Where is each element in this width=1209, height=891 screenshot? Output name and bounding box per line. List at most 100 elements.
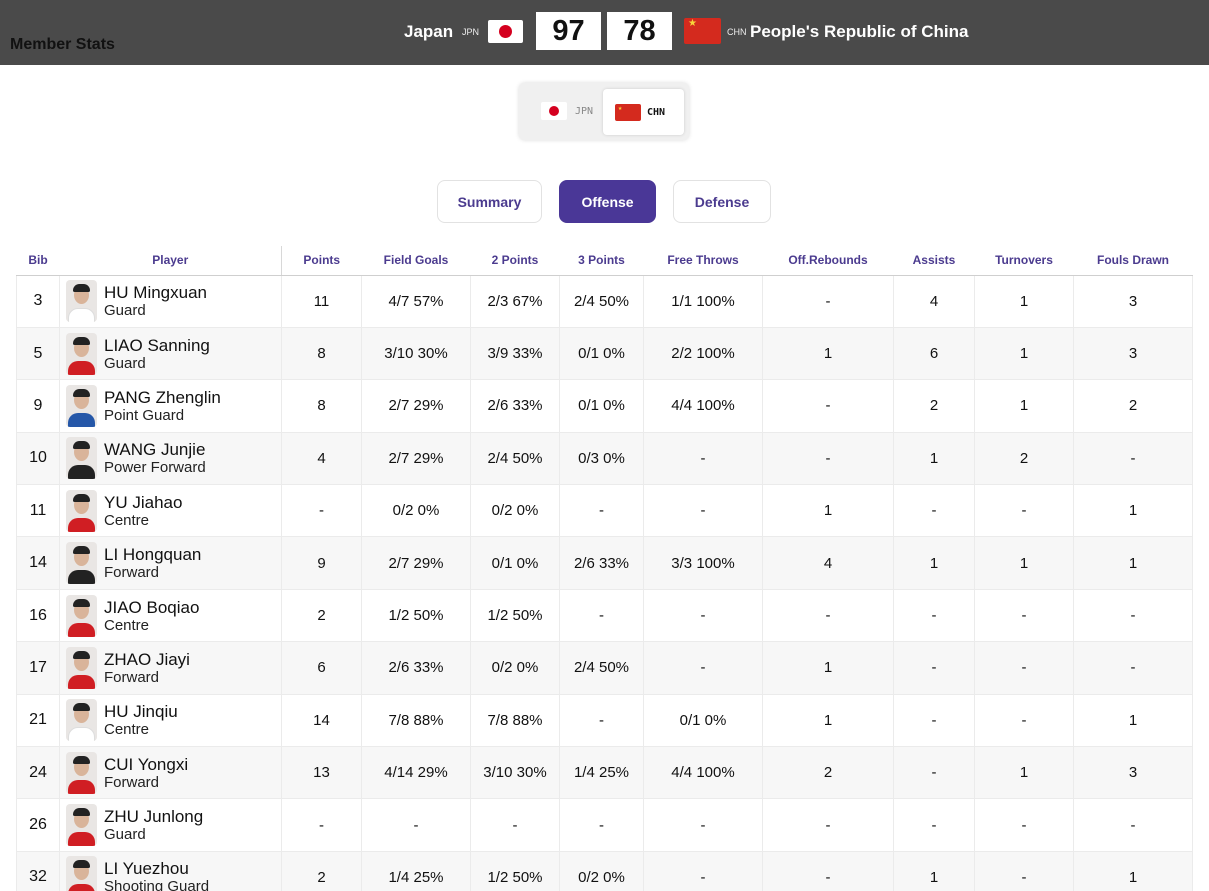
field-goals-cell: 4/14 29% <box>361 746 471 800</box>
points-cell: 2 <box>281 850 362 891</box>
assists-cell: - <box>893 588 975 643</box>
two-points-cell: 0/1 0% <box>470 536 560 590</box>
col-bib-header: Bib <box>16 246 60 276</box>
table-row: 5 LIAO Sanning Guard 8 3/10 30% 3/9 33% 0/1 0%… <box>16 326 1193 381</box>
turnovers-cell: 1 <box>974 379 1074 433</box>
field-goals-cell: 2/6 33% <box>361 641 471 695</box>
player-cell[interactable]: LI Yuezhou Shooting Guard <box>59 850 282 891</box>
player-avatar <box>66 332 97 375</box>
player-cell[interactable]: PANG Zhenglin Point Guard <box>59 379 282 433</box>
table-row: 26 ZHU Junlong Guard - - - - - - - - - <box>16 798 1193 852</box>
player-position: Centre <box>104 616 150 634</box>
off-rebounds-cell: - <box>762 274 894 328</box>
away-team-code: CHN <box>727 27 747 37</box>
off-rebounds-cell: - <box>762 850 894 891</box>
player-cell[interactable]: WANG Junjie Power Forward <box>59 431 282 486</box>
bib-cell: 9 <box>16 379 60 433</box>
player-cell[interactable]: HU Jinqiu Centre <box>59 693 282 748</box>
points-cell: 8 <box>281 326 362 381</box>
three-points-cell: 0/1 0% <box>559 326 644 381</box>
player-position: Centre <box>104 511 150 529</box>
team-option-jpn[interactable]: JPN <box>541 101 593 121</box>
three-points-cell: 0/1 0% <box>559 379 644 433</box>
fouls-drawn-cell: 3 <box>1073 326 1193 381</box>
player-cell[interactable]: HU Mingxuan Guard <box>59 274 282 328</box>
team-switch: JPN ★ CHN <box>519 83 689 140</box>
off-rebounds-cell: - <box>762 798 894 852</box>
bib-cell: 26 <box>16 798 60 852</box>
player-position: Forward <box>104 773 160 791</box>
col-player-header: Player <box>59 246 282 276</box>
col-field-goals-header: Field Goals <box>361 246 471 276</box>
three-points-cell: 0/2 0% <box>559 850 644 891</box>
player-name: LI Yuezhou <box>104 859 189 879</box>
turnovers-cell: 1 <box>974 326 1074 381</box>
turnovers-cell: - <box>974 693 1074 748</box>
player-info: HU Mingxuan Guard <box>66 280 281 323</box>
player-cell[interactable]: ZHAO Jiayi Forward <box>59 641 282 695</box>
player-avatar <box>66 542 97 585</box>
player-name: PANG Zhenglin <box>104 387 221 407</box>
off-rebounds-cell: 1 <box>762 484 894 538</box>
table-row: 11 YU Jiahao Centre -0/2 0% 0/2 0% - -1- -1 <box>16 484 1193 538</box>
bib-cell: 24 <box>16 746 60 800</box>
free-throws-cell: 1/1 100% <box>643 274 763 328</box>
col-free-throws-header: Free Throws <box>643 246 763 276</box>
player-info: WANG Junjie Power Forward <box>66 437 281 480</box>
tab-summary[interactable]: Summary <box>437 180 542 223</box>
player-cell[interactable]: LI Hongquan Forward <box>59 536 282 590</box>
player-info: JIAO Boqiao Centre <box>66 594 281 637</box>
tab-defense[interactable]: Defense <box>673 180 771 223</box>
table-row: 3 HU Mingxuan Guard 11 4/7 57% 2/3 67% 2/4 50%… <box>16 274 1193 328</box>
assists-cell: 1 <box>893 431 975 486</box>
player-name: CUI Yongxi <box>104 754 189 774</box>
turnovers-cell: - <box>974 798 1074 852</box>
player-cell[interactable]: JIAO Boqiao Centre <box>59 588 282 643</box>
fouls-drawn-cell: 3 <box>1073 274 1193 328</box>
player-text: LI Hongquan Forward <box>104 545 201 581</box>
col-2-points-header: 2 Points <box>470 246 560 276</box>
player-info: YU Jiahao Centre <box>66 489 281 532</box>
fouls-drawn-cell: 2 <box>1073 379 1193 433</box>
points-cell: - <box>281 484 362 538</box>
away-score: 78 <box>607 12 672 50</box>
player-position: Point Guard <box>104 406 185 424</box>
player-name: WANG Junjie <box>104 440 206 460</box>
points-cell: - <box>281 798 362 852</box>
free-throws-cell: - <box>643 484 763 538</box>
assists-cell: - <box>893 641 975 695</box>
player-avatar <box>66 699 97 742</box>
three-points-cell: 2/4 50% <box>559 641 644 695</box>
three-points-cell: - <box>559 484 644 538</box>
china-flag-icon: ★ <box>684 18 721 44</box>
assists-cell: 2 <box>893 379 975 433</box>
player-cell[interactable]: CUI Yongxi Forward <box>59 746 282 800</box>
player-position: Forward <box>104 564 160 582</box>
off-rebounds-cell: 2 <box>762 746 894 800</box>
player-cell[interactable]: YU Jiahao Centre <box>59 484 282 538</box>
free-throws-cell: - <box>643 588 763 643</box>
player-text: ZHU Junlong Guard <box>104 807 203 843</box>
bib-cell: 21 <box>16 693 60 748</box>
three-points-cell: 0/3 0% <box>559 431 644 486</box>
player-position: Guard <box>104 354 146 372</box>
points-cell: 6 <box>281 641 362 695</box>
two-points-cell: 3/9 33% <box>470 326 560 381</box>
fouls-drawn-cell: - <box>1073 641 1193 695</box>
turnovers-cell: 1 <box>974 746 1074 800</box>
bib-cell: 5 <box>16 326 60 381</box>
player-cell[interactable]: ZHU Junlong Guard <box>59 798 282 852</box>
player-text: LI Yuezhou Shooting Guard <box>104 859 209 891</box>
col-assists-header: Assists <box>893 246 975 276</box>
table-row: 17 ZHAO Jiayi Forward 6 2/6 33% 0/2 0% 2/4 50%… <box>16 641 1193 695</box>
tab-offense[interactable]: Offense <box>559 180 656 223</box>
player-name: HU Mingxuan <box>104 283 207 303</box>
three-points-cell: 2/4 50% <box>559 274 644 328</box>
assists-cell: - <box>893 484 975 538</box>
bib-cell: 32 <box>16 850 60 891</box>
player-name: LIAO Sanning <box>104 335 210 355</box>
team-option-chn[interactable]: ★ CHN <box>603 89 684 135</box>
team-option-jpn-label: JPN <box>575 105 594 117</box>
player-name: JIAO Boqiao <box>104 597 200 617</box>
player-cell[interactable]: LIAO Sanning Guard <box>59 326 282 381</box>
